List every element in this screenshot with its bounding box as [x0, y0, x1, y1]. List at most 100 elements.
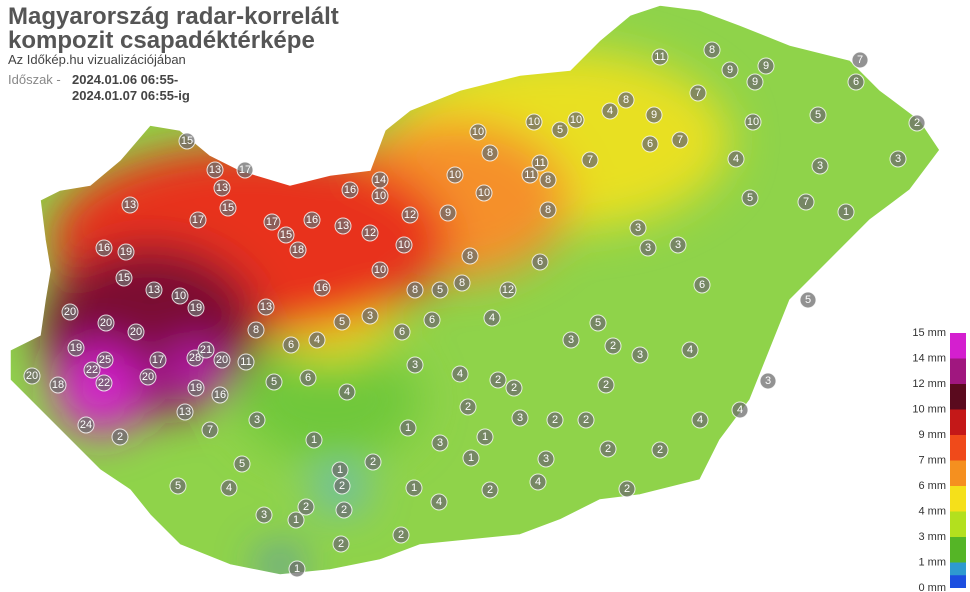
- station-value: 3: [254, 414, 260, 426]
- legend-label: 15 mm: [912, 327, 946, 339]
- station-marker: [187, 299, 205, 317]
- station-value: 6: [699, 279, 705, 291]
- station-marker: [96, 351, 114, 369]
- station-value: 28: [189, 352, 201, 364]
- station-value: 3: [637, 349, 643, 361]
- station-marker: [111, 428, 129, 446]
- station-value: 8: [467, 250, 473, 262]
- station-marker: [727, 150, 745, 168]
- station-value: 3: [675, 239, 681, 251]
- station-value: 2: [465, 401, 471, 413]
- station-value: 8: [459, 277, 465, 289]
- station-marker: [395, 236, 413, 254]
- station-marker: [797, 193, 815, 211]
- legend-label: 14 mm: [912, 353, 946, 365]
- station-value: 10: [747, 116, 759, 128]
- station-marker: [201, 421, 219, 439]
- station-value: 4: [737, 404, 743, 416]
- station-marker: [757, 57, 775, 75]
- station-value: 11: [240, 356, 251, 368]
- station-marker: [282, 336, 300, 354]
- station-marker: [597, 376, 615, 394]
- station-marker: [248, 411, 266, 429]
- station-value: 10: [374, 264, 386, 276]
- station-marker: [149, 351, 167, 369]
- station-marker: [689, 84, 707, 102]
- station-marker: [233, 455, 251, 473]
- station-value: 11: [534, 157, 545, 169]
- station-marker: [171, 287, 189, 305]
- station-marker: [651, 441, 669, 459]
- station-marker: [809, 106, 827, 124]
- station-value: 2: [398, 529, 404, 541]
- legend-swatch: [950, 537, 966, 563]
- station-marker: [333, 313, 351, 331]
- station-value: 3: [895, 153, 901, 165]
- station-marker: [645, 106, 663, 124]
- station-value: 10: [570, 114, 582, 126]
- station-marker: [671, 131, 689, 149]
- station-marker: [889, 150, 907, 168]
- station-marker: [499, 281, 517, 299]
- station-value: 5: [595, 317, 601, 329]
- station-value: 8: [412, 284, 418, 296]
- station-marker: [97, 314, 115, 332]
- station-marker: [305, 431, 323, 449]
- station-value: 20: [64, 306, 76, 318]
- station-marker: [115, 269, 133, 287]
- station-marker: [206, 161, 224, 179]
- station-value: 1: [843, 206, 849, 218]
- station-marker: [67, 339, 85, 357]
- station-marker: [393, 323, 411, 341]
- station-marker: [567, 111, 585, 129]
- station-value: 20: [216, 354, 228, 366]
- station-value: 17: [192, 214, 204, 226]
- station-marker: [213, 351, 231, 369]
- station-marker: [236, 161, 254, 179]
- station-value: 10: [449, 169, 461, 181]
- station-value: 5: [239, 458, 245, 470]
- station-marker: [405, 479, 423, 497]
- station-value: 17: [239, 164, 251, 176]
- station-value: 5: [747, 192, 753, 204]
- station-marker: [461, 247, 479, 265]
- station-value: 9: [445, 207, 451, 219]
- station-value: 25: [99, 354, 111, 366]
- station-marker: [669, 236, 687, 254]
- station-value: 16: [98, 242, 110, 254]
- station-marker: [127, 323, 145, 341]
- station-value: 19: [190, 302, 202, 314]
- station-value: 2: [303, 501, 309, 513]
- station-value: 16: [316, 282, 328, 294]
- station-marker: [847, 73, 865, 91]
- legend-label: 0 mm: [919, 582, 947, 592]
- station-marker: [49, 376, 67, 394]
- station-marker: [451, 365, 469, 383]
- station-marker: [423, 311, 441, 329]
- station-value: 4: [436, 496, 442, 508]
- station-marker: [308, 331, 326, 349]
- station-value: 4: [344, 386, 350, 398]
- station-marker: [406, 356, 424, 374]
- station-marker: [303, 211, 321, 229]
- station-marker: [338, 383, 356, 401]
- station-value: 7: [587, 154, 593, 166]
- station-marker: [529, 473, 547, 491]
- station-marker: [521, 166, 539, 184]
- station-marker: [406, 281, 424, 299]
- station-value: 8: [545, 174, 551, 186]
- station-marker: [453, 274, 471, 292]
- station-value: 5: [175, 480, 181, 492]
- legend-swatch: [950, 409, 966, 435]
- station-marker: [23, 367, 41, 385]
- station-marker: [799, 291, 817, 309]
- station-value: 7: [803, 196, 809, 208]
- station-value: 1: [405, 422, 411, 434]
- legend-label: 10 mm: [912, 404, 946, 416]
- station-value: 12: [364, 227, 376, 239]
- station-value: 8: [545, 204, 551, 216]
- station-value: 6: [288, 339, 294, 351]
- station-marker: [297, 498, 315, 516]
- station-marker: [61, 303, 79, 321]
- station-value: 15: [280, 229, 292, 241]
